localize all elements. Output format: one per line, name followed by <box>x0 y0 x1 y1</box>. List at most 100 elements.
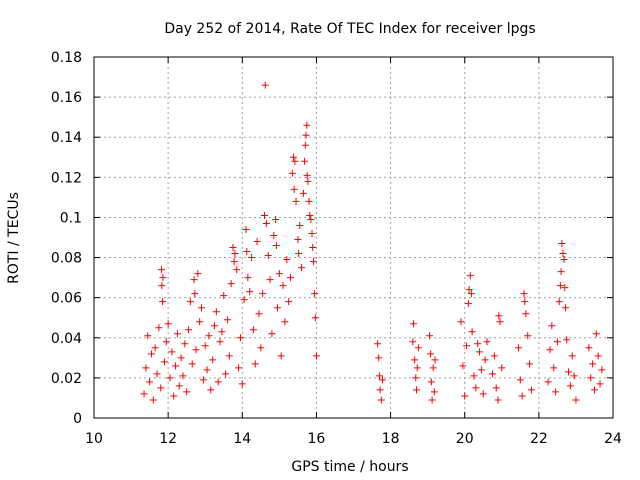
data-point <box>461 392 469 400</box>
data-point <box>240 296 248 304</box>
data-point <box>562 304 570 312</box>
data-point <box>428 396 436 404</box>
data-point <box>223 316 231 324</box>
data-point <box>262 219 270 227</box>
data-point <box>427 378 435 386</box>
data-point <box>378 376 386 384</box>
data-point <box>594 352 602 360</box>
data-point <box>311 314 319 322</box>
data-point <box>474 340 482 348</box>
data-point <box>288 169 296 177</box>
data-point <box>194 270 202 278</box>
data-point <box>301 141 309 149</box>
data-point <box>274 304 282 312</box>
data-point <box>157 266 165 274</box>
data-point <box>522 310 530 318</box>
data-point <box>585 344 593 352</box>
data-point <box>272 242 280 250</box>
data-point <box>229 244 237 252</box>
grid-lines <box>94 57 613 418</box>
data-point <box>181 340 189 348</box>
data-point <box>412 374 420 382</box>
data-point <box>153 370 161 378</box>
x-tick-labels: 10 12 14 16 18 20 22 24 <box>85 431 622 447</box>
data-point <box>205 332 213 340</box>
data-point <box>498 364 506 372</box>
data-point <box>158 282 166 290</box>
data-point <box>277 352 285 360</box>
data-point <box>312 352 320 360</box>
data-point <box>556 282 564 290</box>
data-point <box>216 338 224 346</box>
data-point <box>235 364 243 372</box>
data-point <box>255 310 263 318</box>
x-tick-label: 14 <box>233 431 251 447</box>
data-point <box>210 322 218 330</box>
data-point <box>377 396 385 404</box>
data-point <box>481 356 489 364</box>
data-point <box>292 197 300 205</box>
data-point <box>201 342 209 350</box>
data-point <box>231 250 239 258</box>
data-point <box>299 189 307 197</box>
data-point <box>568 352 576 360</box>
data-point <box>518 392 526 400</box>
y-tick-label: 0.04 <box>51 331 82 347</box>
data-point <box>311 290 319 298</box>
data-point <box>552 388 560 396</box>
data-point <box>270 231 278 239</box>
data-point <box>249 326 257 334</box>
data-point <box>527 386 535 394</box>
data-point <box>291 157 299 165</box>
x-tick-label: 10 <box>85 431 103 447</box>
data-point <box>149 396 157 404</box>
data-point <box>164 320 172 328</box>
plot-frame <box>93 56 614 419</box>
data-point <box>196 318 204 326</box>
data-point <box>246 288 254 296</box>
data-point <box>233 266 241 274</box>
x-tick-label: 20 <box>456 431 474 447</box>
data-point <box>470 372 478 380</box>
data-point <box>140 390 148 398</box>
data-point <box>203 366 211 374</box>
data-point <box>309 244 317 252</box>
data-point <box>496 318 504 326</box>
data-point <box>516 376 524 384</box>
data-point <box>155 324 163 332</box>
y-tick-label: 0.06 <box>51 291 82 307</box>
data-point <box>375 354 383 362</box>
data-point <box>192 346 200 354</box>
data-point <box>548 322 556 330</box>
data-point <box>376 386 384 394</box>
data-point <box>524 332 532 340</box>
data-point <box>410 320 418 328</box>
data-point <box>144 332 152 340</box>
data-point <box>589 360 597 368</box>
data-point <box>483 338 491 346</box>
y-tick-label: 0.08 <box>51 251 82 267</box>
data-point <box>592 330 600 338</box>
data-point <box>596 380 604 388</box>
data-point <box>290 185 298 193</box>
data-point <box>166 374 174 382</box>
data-point <box>304 177 312 185</box>
data-point <box>238 380 246 388</box>
y-tick-label: 0.02 <box>51 371 82 387</box>
data-point <box>566 382 574 390</box>
data-point <box>413 364 421 372</box>
data-point <box>409 338 417 346</box>
data-point <box>191 290 199 298</box>
data-point <box>414 344 422 352</box>
data-points <box>140 81 606 404</box>
axis-ticks <box>93 56 614 419</box>
data-point <box>466 272 474 280</box>
data-point <box>146 378 154 386</box>
data-point <box>198 304 206 312</box>
data-point <box>463 342 471 350</box>
data-point <box>186 298 194 306</box>
data-point <box>306 211 314 219</box>
data-point <box>308 229 316 237</box>
data-point <box>157 384 165 392</box>
x-axis-label: GPS time / hours <box>291 459 408 475</box>
